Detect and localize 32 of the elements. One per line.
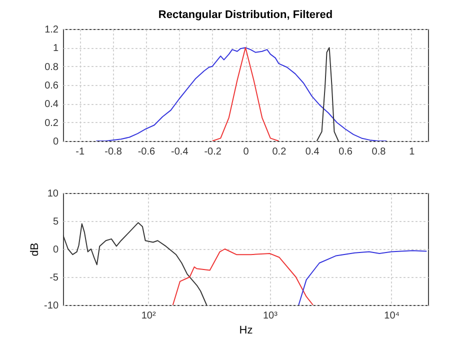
y-tick-label: -5 xyxy=(50,272,59,284)
x-tick-label: 0.4 xyxy=(305,146,320,158)
y-axis-title: dB xyxy=(29,242,42,256)
line-series xyxy=(316,47,339,141)
x-tick-label: -0.6 xyxy=(138,146,156,158)
x-tick-label: 10² xyxy=(141,310,156,322)
y-tick-label: 0.8 xyxy=(44,62,59,73)
x-tick-label: 0 xyxy=(243,146,250,158)
x-tick-label: 0.2 xyxy=(272,146,287,158)
x-tick-label: 10⁴ xyxy=(384,310,400,322)
y-tick-label: 0 xyxy=(52,244,59,256)
y-tick-label: 1 xyxy=(52,43,59,54)
y-tick-label: 0.2 xyxy=(44,118,59,129)
chart-title: Rectangular Distribution, Filtered xyxy=(158,9,333,21)
y-tick-label: -10 xyxy=(44,300,59,312)
x-axis-title: Hz xyxy=(239,324,253,336)
x-tick-label: -0.8 xyxy=(104,146,122,158)
line-series xyxy=(96,47,388,141)
y-tick-label: 1.2 xyxy=(44,24,59,36)
x-tick-label: 1 xyxy=(409,146,416,158)
y-tick-label: 0.4 xyxy=(44,99,59,110)
x-tick-label: 0.8 xyxy=(372,146,386,158)
line-series xyxy=(212,47,280,141)
y-tick-label: 0 xyxy=(52,136,59,148)
x-tick-label: 0.6 xyxy=(338,146,353,158)
x-tick-label: -0.4 xyxy=(171,146,189,158)
y-tick-label: 5 xyxy=(52,216,59,228)
x-tick-label: -1 xyxy=(76,146,85,158)
x-tick-label: -0.2 xyxy=(204,146,222,158)
y-tick-label: 0.6 xyxy=(44,80,59,92)
x-tick-label: 10³ xyxy=(262,310,278,322)
y-tick-label: 10 xyxy=(47,188,59,200)
